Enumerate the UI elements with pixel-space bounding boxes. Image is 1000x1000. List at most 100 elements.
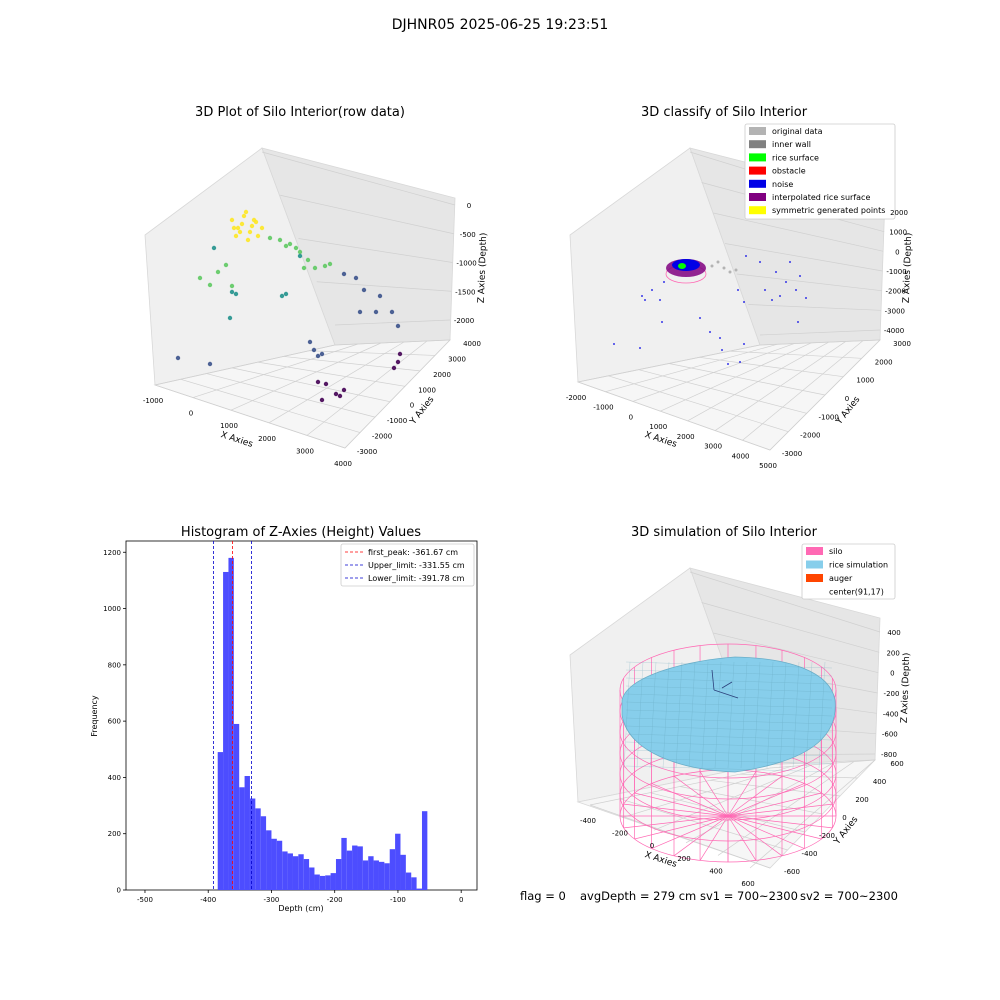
raw-data-point bbox=[397, 351, 403, 357]
rice-mesh-line bbox=[688, 661, 696, 769]
raw-data-point bbox=[239, 221, 245, 227]
rice-mesh-line bbox=[625, 717, 833, 725]
raw-data-point bbox=[341, 387, 347, 393]
raw-data-point bbox=[319, 351, 325, 357]
raw-data-point bbox=[241, 213, 247, 219]
simulation-z-tick-label: 400 bbox=[887, 629, 900, 637]
raw-x-tick-label: 0 bbox=[189, 410, 193, 418]
raw-data-point bbox=[277, 237, 283, 243]
histogram-x-tick-label: -300 bbox=[264, 896, 280, 904]
histogram-bar bbox=[378, 861, 385, 890]
histogram-y-tick-label: 1200 bbox=[103, 549, 121, 557]
rice-mesh-line bbox=[675, 661, 683, 769]
classify-y-gridline bbox=[668, 363, 826, 396]
histogram-plot-area bbox=[125, 540, 478, 891]
histogram-bar bbox=[244, 776, 250, 890]
histogram-bar bbox=[319, 875, 326, 890]
raw-data-point bbox=[337, 393, 343, 399]
classify-z-tick-label: -3000 bbox=[885, 307, 905, 315]
raw-data-point bbox=[247, 229, 253, 235]
silo-floor-spoke bbox=[727, 803, 833, 817]
raw-data-point bbox=[279, 293, 285, 299]
classify-legend-label: obstacle bbox=[772, 167, 806, 176]
avg-depth-status: avgDepth = 279 cm bbox=[580, 889, 697, 903]
raw-y-gridline bbox=[309, 350, 436, 356]
classify-noise-point bbox=[699, 317, 701, 319]
classify-legend-label: inner wall bbox=[772, 140, 811, 149]
raw-x-gridline bbox=[344, 339, 451, 449]
raw-data-point bbox=[233, 291, 239, 297]
classify-noise-point bbox=[779, 295, 781, 297]
simulation-legend-swatch bbox=[806, 547, 823, 555]
raw-data-point bbox=[231, 225, 237, 231]
classify-legend-frame bbox=[744, 123, 896, 220]
silo-floor-spoke bbox=[727, 783, 805, 817]
simulation-y-tick-label: 400 bbox=[873, 778, 886, 786]
raw-x-tick-label: 2000 bbox=[258, 435, 276, 443]
classify-noise-point bbox=[805, 297, 807, 299]
simulation-z-gridline bbox=[713, 632, 879, 674]
raw-data-point bbox=[233, 233, 239, 239]
classify-noise-point bbox=[719, 337, 721, 339]
histogram-bar bbox=[303, 859, 310, 890]
histogram-x-tick-label: 0 bbox=[459, 896, 463, 904]
classify-y-gridline bbox=[759, 339, 881, 346]
raw-data-point bbox=[243, 209, 249, 215]
histogram-bar bbox=[335, 859, 342, 890]
simulation-y-tick-label: -600 bbox=[784, 868, 800, 876]
histogram-bar bbox=[421, 811, 428, 890]
classify-noise-point bbox=[795, 289, 797, 291]
classify-y-gridline bbox=[729, 350, 862, 359]
classify-y-gridline bbox=[577, 381, 771, 451]
rice-mesh-line bbox=[625, 661, 833, 669]
raw-data-point bbox=[237, 229, 243, 235]
histogram-bar bbox=[260, 816, 267, 890]
raw-data-point bbox=[323, 381, 329, 387]
simulation-y-gridline bbox=[679, 786, 823, 815]
histogram-legend-frame bbox=[340, 543, 475, 587]
histogram-bar bbox=[400, 854, 406, 890]
classify-y-tick-label: -1000 bbox=[818, 413, 838, 421]
classify-legend-swatch bbox=[749, 166, 766, 175]
histogram-bar bbox=[373, 860, 379, 890]
classify-rice-surface-points bbox=[678, 263, 686, 269]
classify-legend-swatch bbox=[749, 153, 766, 162]
classify-noise-point bbox=[644, 299, 646, 301]
classify-noise-point bbox=[799, 275, 801, 277]
classify-noise-point bbox=[797, 321, 799, 323]
classify-legend-swatch bbox=[749, 206, 766, 215]
classify-legend-label: interpolated rice surface bbox=[772, 193, 870, 202]
histogram-bar bbox=[228, 557, 234, 890]
raw-data-point bbox=[322, 263, 328, 269]
raw-y-tick-label: 3000 bbox=[448, 355, 466, 363]
raw-x-gridline bbox=[268, 341, 405, 424]
silo-floor-spoke bbox=[727, 815, 822, 840]
simulation-legend-label: rice simulation bbox=[829, 561, 888, 570]
classify-z-tick-label: 0 bbox=[895, 248, 899, 256]
classify-noise-point bbox=[709, 331, 711, 333]
rice-mesh-line bbox=[701, 661, 709, 769]
histogram-bar bbox=[362, 860, 369, 890]
raw-z-axis-label: Z Axies (Depth) bbox=[477, 233, 489, 304]
histogram-y-tick-label: 200 bbox=[108, 830, 121, 838]
raw-data-point bbox=[207, 282, 213, 288]
raw-z-tick-label: -1000 bbox=[456, 260, 476, 268]
classify-z-gridline bbox=[748, 304, 881, 311]
raw-x-tick-label: 1000 bbox=[220, 422, 238, 430]
raw-data-point bbox=[395, 323, 401, 329]
classify-z-gridline bbox=[713, 212, 884, 252]
raw-data-point bbox=[341, 271, 347, 277]
classify-y-gridline bbox=[608, 375, 789, 433]
silo-floor-spoke bbox=[634, 792, 729, 817]
raw-data-point bbox=[327, 261, 333, 267]
classify-noise-point bbox=[721, 349, 723, 351]
simulation-y-gridline bbox=[709, 779, 841, 797]
histogram-bar bbox=[330, 873, 336, 890]
classify-noise-point bbox=[661, 321, 663, 323]
classify-x-tick-label: 2000 bbox=[677, 433, 695, 441]
histogram-bar bbox=[416, 888, 422, 890]
silo-floor-spoke bbox=[727, 815, 783, 857]
histogram-bar bbox=[352, 845, 358, 890]
classify-y-tick-label: 3000 bbox=[893, 340, 911, 348]
classify-z-tick-label: 2000 bbox=[890, 209, 908, 217]
